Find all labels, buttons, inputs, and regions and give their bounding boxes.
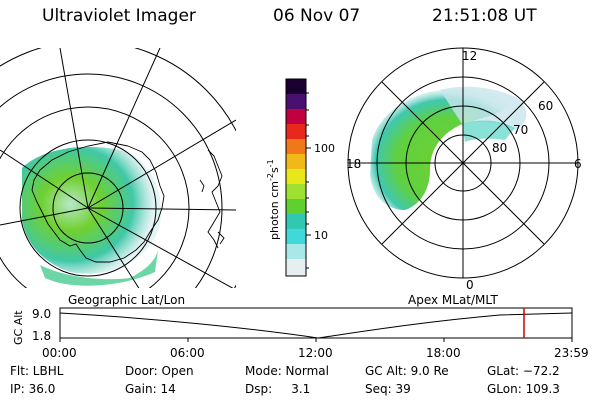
altplot-xtick: 12:00: [298, 346, 333, 360]
glat-value: GLat: −72.2: [487, 364, 560, 378]
colorbar-tick-10: 10: [314, 229, 328, 242]
colorbar-segment: [286, 109, 306, 124]
colorbar-unit-exp1: -2: [266, 173, 275, 181]
colorbar-segment: [286, 229, 306, 244]
mlat-label-70: 70: [513, 123, 528, 137]
altplot-ylabel-group: GC Alt: [12, 310, 25, 345]
geo-panel-caption: Geographic Lat/Lon: [68, 293, 185, 307]
colorbar-segment: [286, 124, 306, 139]
coastline-islands: [199, 179, 225, 245]
info-row-1: Flt: LBHL Door: Open Mode: Normal GC Alt…: [10, 364, 590, 380]
colorbar-segment: [286, 154, 306, 169]
mlt-label-dawn: 6: [574, 157, 582, 171]
instrument-title: Ultraviolet Imager: [42, 6, 196, 26]
geo-lon-lines: [0, 48, 236, 288]
apex-panel-caption: Apex MLat/MLT: [408, 293, 498, 307]
altplot-xtick: 00:00: [42, 346, 77, 360]
mlt-label-midnight: 0: [466, 278, 474, 292]
altplot-ylabel: GC Alt: [12, 310, 25, 345]
colorbar-segment: [286, 79, 306, 94]
geographic-map-panel: [0, 48, 236, 288]
altplot-ytick-high: 9.0: [32, 307, 51, 321]
colorbar-segment: [286, 244, 306, 259]
altplot-xtick: 06:00: [170, 346, 205, 360]
aurora-diffuse-apex: [440, 86, 527, 130]
colorbar-unit-text: photon cm: [268, 181, 281, 240]
gc-altitude-value: GC Alt: 9.0 Re: [365, 364, 449, 378]
altplot-ytick-low: 1.8: [32, 329, 51, 343]
colorbar-ticks: [306, 92, 311, 269]
mode-value: Mode: Normal: [245, 364, 329, 378]
altplot-x-ticks: [59, 338, 573, 342]
apex-mlt-lines: [348, 48, 578, 278]
info-row-2: IP: 36.0 Gain: 14 Dsp: 3.1 Seq: 39 GLon:…: [10, 382, 590, 398]
mlt-label-dusk: 18: [346, 157, 361, 171]
altitude-trace: [59, 312, 573, 339]
mlat-label-60: 60: [538, 99, 553, 113]
colorbar: 100 10 photon cm-2s-1: [266, 78, 335, 277]
colorbar-segment: [286, 259, 306, 276]
colorbar-unit-s: s: [268, 167, 281, 173]
colorbar-segment: [286, 139, 306, 154]
dsp-value: Dsp: 3.1: [245, 382, 311, 396]
altitude-plot: 9.0 1.8 GC Alt 00:00 06:00 12:00 18:00 2…: [12, 307, 589, 360]
colorbar-tick-100: 100: [314, 142, 335, 155]
aurora-dayside-apex: [462, 120, 515, 142]
observation-time: 21:51:08 UT: [432, 6, 537, 26]
mlt-label-noon: 12: [462, 49, 477, 63]
observation-date: 06 Nov 07: [273, 6, 361, 26]
filter-value: Flt: LBHL: [10, 364, 64, 378]
colorbar-segment: [286, 94, 306, 109]
colorbar-segment: [286, 214, 306, 229]
geo-lat-circles: [0, 48, 236, 288]
altitude-plot-frame: [59, 307, 573, 339]
altplot-xtick: 18:00: [426, 346, 461, 360]
glon-value: GLon: 109.3: [487, 382, 560, 396]
mlat-label-80: 80: [492, 141, 507, 155]
colorbar-unit-label: photon cm-2s-1: [266, 159, 281, 240]
coastline-southern-landmass: [207, 149, 223, 249]
colorbar-segment: [286, 199, 306, 214]
door-status: Door: Open: [125, 364, 194, 378]
colorbar-segment: [286, 169, 306, 184]
colorbar-frame: [285, 78, 307, 277]
apex-polar-panel: 12 18 6 0 60 70 80: [346, 47, 582, 292]
sequence-value: Seq: 39: [365, 382, 411, 396]
altplot-xtick: 23:59: [554, 346, 589, 360]
gain-value: Gain: 14: [125, 382, 176, 396]
coastline-antarctica: [31, 141, 165, 263]
colorbar-segment: [286, 184, 306, 199]
svg-text:photon cm-2s-1: photon cm-2s-1: [266, 159, 281, 240]
colorbar-unit-exp2: -1: [266, 159, 275, 167]
ip-value: IP: 36.0: [10, 382, 56, 396]
aurora-scatter-geo: [40, 250, 158, 286]
